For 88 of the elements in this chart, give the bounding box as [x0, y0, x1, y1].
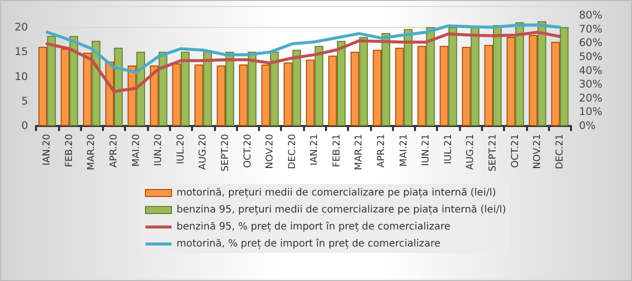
x-tick-label: DEC.20 — [286, 134, 298, 170]
bar — [248, 52, 256, 126]
bar — [372, 50, 382, 126]
y2-tick-label: 0% — [579, 120, 596, 132]
bar — [382, 33, 390, 126]
legend-label: benzină 95, % preț de import în preț de comercializare — [176, 222, 450, 232]
bar — [426, 27, 435, 126]
bar — [150, 66, 159, 126]
bar — [225, 52, 234, 126]
bar — [448, 27, 458, 126]
bar — [462, 46, 471, 126]
bar — [239, 64, 248, 126]
x-tick-label: IUN.21 — [420, 134, 432, 166]
bar — [180, 52, 190, 126]
x-tick-label: IUL.20 — [175, 134, 186, 164]
y2-tick-label: 20% — [579, 92, 602, 104]
bar — [404, 29, 413, 126]
x-tick-label: SEPT.21 — [487, 134, 498, 172]
bar — [470, 27, 480, 126]
y2-tick-label: 50% — [579, 51, 602, 64]
line-series — [46, 30, 562, 94]
y-tick-label: 10 — [14, 70, 28, 83]
bar — [284, 62, 292, 126]
bar — [492, 25, 502, 126]
bar — [38, 46, 48, 126]
y2-tick-label: 80% — [579, 10, 602, 22]
y2-tick-label: 60% — [579, 37, 602, 50]
x-tick-label: MAR.21 — [354, 134, 365, 170]
x-tick-label: FEB.20 — [64, 134, 75, 168]
bar — [359, 36, 368, 126]
x-tick-label: APR.21 — [376, 134, 388, 168]
x-tick-label: AUG.20 — [198, 134, 209, 170]
bar — [114, 48, 123, 126]
y-tick-label: 20 — [14, 22, 28, 34]
bar — [261, 64, 270, 126]
legend-label: motorină, prețuri medii de comercializare pe piața internă (lei/l) — [176, 188, 496, 198]
x-tick-label: SEPT.20 — [220, 134, 231, 172]
bar — [528, 35, 538, 126]
bar — [395, 48, 404, 126]
legend-label: benzina 95, prețuri medii de comercializare pe piața internă (lei/l) — [176, 204, 506, 216]
x-tick-label: IAN.21 — [309, 134, 320, 166]
bar — [506, 36, 516, 126]
bar — [440, 46, 448, 126]
bar — [417, 46, 426, 126]
bar — [336, 40, 346, 126]
bar — [47, 36, 56, 126]
y2-tick-label: 10% — [579, 106, 602, 118]
legend-label: motorină, % preț de import în preț de comercializare — [176, 238, 440, 250]
x-tick-label: OCT.20 — [242, 134, 254, 168]
bar — [350, 52, 360, 126]
bar — [158, 52, 168, 126]
x-tick-label: AUG.21 — [465, 134, 476, 170]
bar — [538, 21, 546, 126]
bar — [560, 27, 569, 126]
x-tick-label: OCT.21 — [510, 134, 521, 168]
bar — [83, 52, 92, 126]
bar — [69, 36, 78, 126]
x-tick-label: NOV.21 — [532, 134, 544, 169]
x-tick-label: IUL.21 — [442, 134, 454, 164]
bar — [551, 42, 560, 126]
y2-tick-label: 70% — [579, 23, 602, 36]
y-tick-label: 15 — [14, 46, 28, 58]
bar — [172, 64, 181, 126]
bar — [306, 60, 315, 126]
x-tick-label: APR.20 — [108, 134, 120, 168]
x-tick-label: DEC.21 — [554, 134, 566, 170]
bar — [314, 46, 324, 126]
x-tick-label: MAI.20 — [130, 134, 142, 167]
bar — [484, 44, 493, 126]
x-tick-label: IAN.20 — [42, 134, 53, 166]
bar — [292, 50, 302, 126]
line-series — [46, 23, 562, 74]
y2-tick-label: 40% — [579, 64, 602, 77]
bar — [194, 64, 204, 126]
bar — [270, 52, 279, 126]
bar — [60, 48, 70, 126]
bar — [216, 66, 226, 126]
y-tick-label: 0 — [21, 120, 28, 132]
y-tick-label: 5 — [21, 95, 28, 108]
bar — [515, 22, 524, 126]
x-tick-label: MAI.21 — [398, 134, 410, 167]
x-tick-label: IUN.20 — [153, 134, 164, 166]
bar — [328, 56, 337, 126]
x-tick-label: MAR.20 — [86, 134, 98, 170]
y2-tick-label: 30% — [579, 78, 602, 91]
x-tick-label: FEB.21 — [331, 134, 342, 168]
x-tick-label: NOV.20 — [264, 134, 276, 169]
bar — [203, 50, 212, 126]
